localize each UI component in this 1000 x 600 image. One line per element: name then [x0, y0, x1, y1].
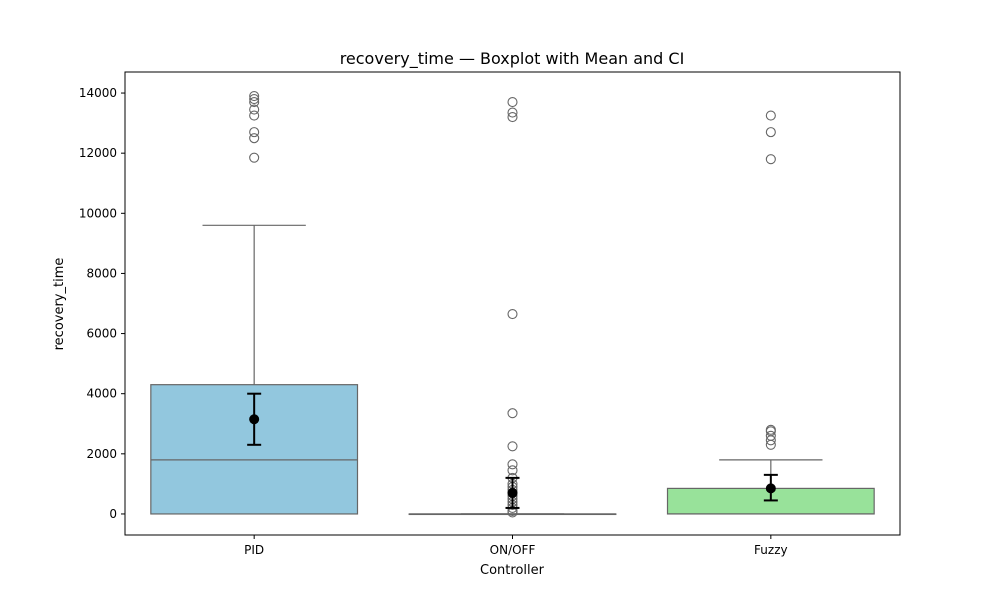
mean-point — [765, 483, 776, 494]
outlier-point — [507, 107, 518, 118]
outlier-point — [249, 127, 260, 138]
outlier-point — [249, 97, 260, 108]
outlier-point — [249, 91, 260, 102]
outlier-point — [507, 441, 518, 452]
outlier-point — [765, 430, 776, 441]
y-tick-label: 14000 — [79, 86, 117, 100]
mean-point — [249, 414, 260, 425]
box-group-fuzzy — [666, 110, 875, 515]
outlier-point — [507, 308, 518, 320]
y-tick-label: 2000 — [86, 447, 117, 461]
outlier-point — [507, 97, 518, 108]
y-tick-label: 12000 — [79, 146, 117, 160]
outlier-point — [507, 408, 518, 419]
outlier-point — [249, 94, 260, 105]
y-axis-label: recovery_time — [52, 258, 67, 351]
x-tick-label: PID — [244, 543, 264, 557]
x-tick-label: ON/OFF — [490, 543, 536, 557]
outlier-point — [249, 110, 260, 121]
y-tick-label: 10000 — [79, 206, 117, 220]
axes: 0 2000 4000 6000 8000 10000 12000 14000 PID ON/OF… — [79, 86, 788, 557]
outlier-point — [765, 127, 776, 138]
outlier-point — [249, 133, 260, 144]
mean-point — [507, 487, 518, 498]
y-tick-label: 0 — [109, 507, 117, 521]
outlier-point — [249, 152, 260, 163]
box-group-on-off — [408, 97, 617, 518]
x-axis-label: Controller — [480, 563, 545, 578]
outlier-point — [507, 459, 518, 470]
plot-area — [150, 91, 875, 518]
chart-title: recovery_time — Boxplot with Mean and CI — [340, 49, 685, 69]
outlier-point — [507, 465, 518, 476]
x-tick-label: Fuzzy — [754, 543, 788, 557]
y-tick-label: 6000 — [86, 327, 117, 341]
y-tick-label: 8000 — [86, 266, 117, 280]
box-group-pid — [150, 91, 359, 515]
y-tick-label: 4000 — [86, 387, 117, 401]
outlier-point — [507, 112, 518, 123]
outlier-point — [765, 424, 776, 435]
outlier-point — [249, 104, 260, 115]
outlier-point — [765, 154, 776, 165]
outlier-point — [765, 110, 776, 121]
